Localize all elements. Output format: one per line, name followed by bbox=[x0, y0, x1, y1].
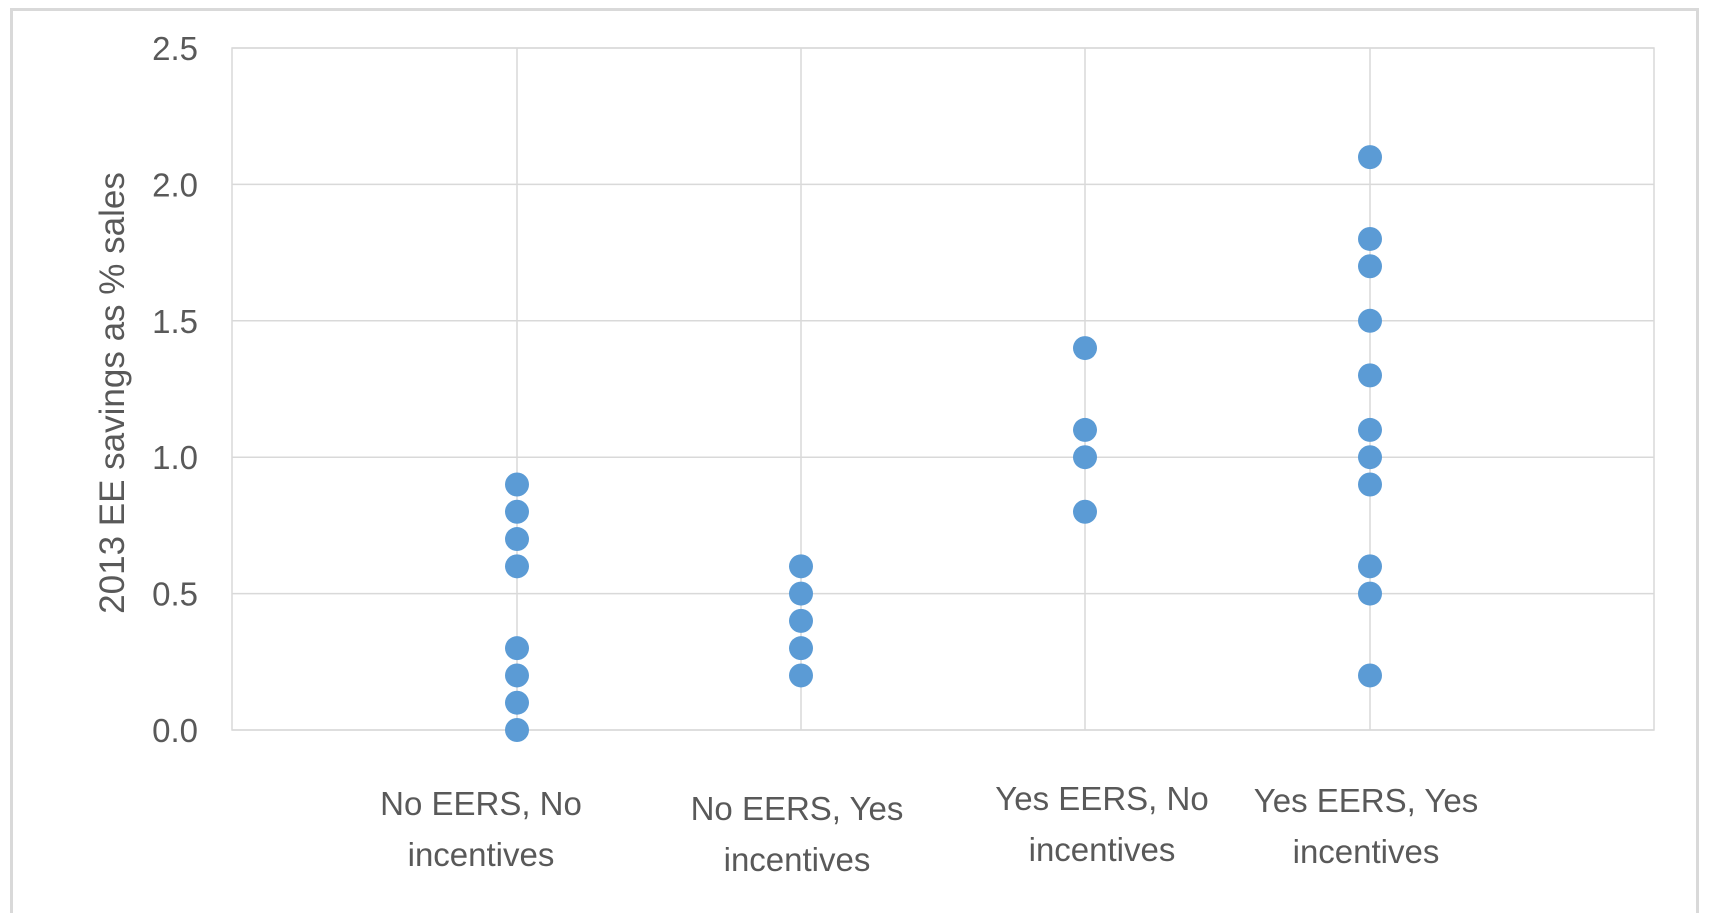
x-tick-label: incentives bbox=[1293, 833, 1440, 870]
data-point bbox=[789, 554, 813, 579]
data-point bbox=[505, 499, 529, 524]
plot-area bbox=[231, 47, 1655, 731]
data-point bbox=[505, 690, 529, 715]
x-tick-label: No EERS, Yes bbox=[691, 790, 904, 827]
data-point bbox=[505, 636, 529, 661]
x-tick-label: Yes EERS, Yes bbox=[1254, 782, 1478, 819]
data-point bbox=[1073, 499, 1097, 524]
y-tick-label: 2.5 bbox=[152, 30, 198, 67]
data-point bbox=[1358, 663, 1382, 688]
y-axis-title: 2013 EE savings as % sales bbox=[93, 172, 132, 614]
data-point bbox=[789, 608, 813, 633]
data-point bbox=[505, 472, 529, 497]
x-tick-label: incentives bbox=[724, 841, 871, 878]
y-tick-label: 0.0 bbox=[152, 712, 198, 749]
y-tick-label: 2.0 bbox=[152, 166, 198, 203]
data-point bbox=[505, 718, 529, 742]
data-point bbox=[505, 527, 529, 552]
data-points bbox=[505, 145, 1382, 742]
data-point bbox=[505, 663, 529, 688]
y-axis-ticks: 0.0 0.5 1.0 1.5 2.0 2.5 bbox=[152, 30, 198, 749]
data-point bbox=[1358, 254, 1382, 279]
x-axis-ticks: No EERS, No incentives No EERS, Yes incenti… bbox=[380, 780, 1478, 878]
x-tick-label: Yes EERS, No bbox=[995, 780, 1208, 817]
data-point bbox=[1358, 308, 1382, 333]
data-point bbox=[1073, 445, 1097, 470]
data-point bbox=[1358, 445, 1382, 470]
data-point bbox=[1358, 226, 1382, 251]
data-point bbox=[789, 636, 813, 661]
y-tick-label: 0.5 bbox=[152, 576, 198, 613]
x-tick-label: incentives bbox=[408, 836, 555, 873]
y-tick-label: 1.5 bbox=[152, 303, 198, 340]
data-point bbox=[1073, 336, 1097, 361]
x-tick-label: No EERS, No bbox=[380, 785, 582, 822]
data-point bbox=[1358, 145, 1382, 170]
data-point bbox=[789, 581, 813, 606]
x-tick-label: incentives bbox=[1029, 831, 1176, 868]
chart-frame bbox=[10, 8, 1699, 913]
data-point bbox=[1358, 417, 1382, 442]
y-tick-label: 1.0 bbox=[152, 439, 198, 476]
data-point bbox=[789, 663, 813, 688]
data-point bbox=[1073, 417, 1097, 442]
grid-lines bbox=[232, 47, 1654, 731]
data-point bbox=[1358, 472, 1382, 497]
data-point bbox=[505, 554, 529, 579]
data-point bbox=[1358, 581, 1382, 606]
data-point bbox=[1358, 363, 1382, 388]
data-point bbox=[1358, 554, 1382, 579]
